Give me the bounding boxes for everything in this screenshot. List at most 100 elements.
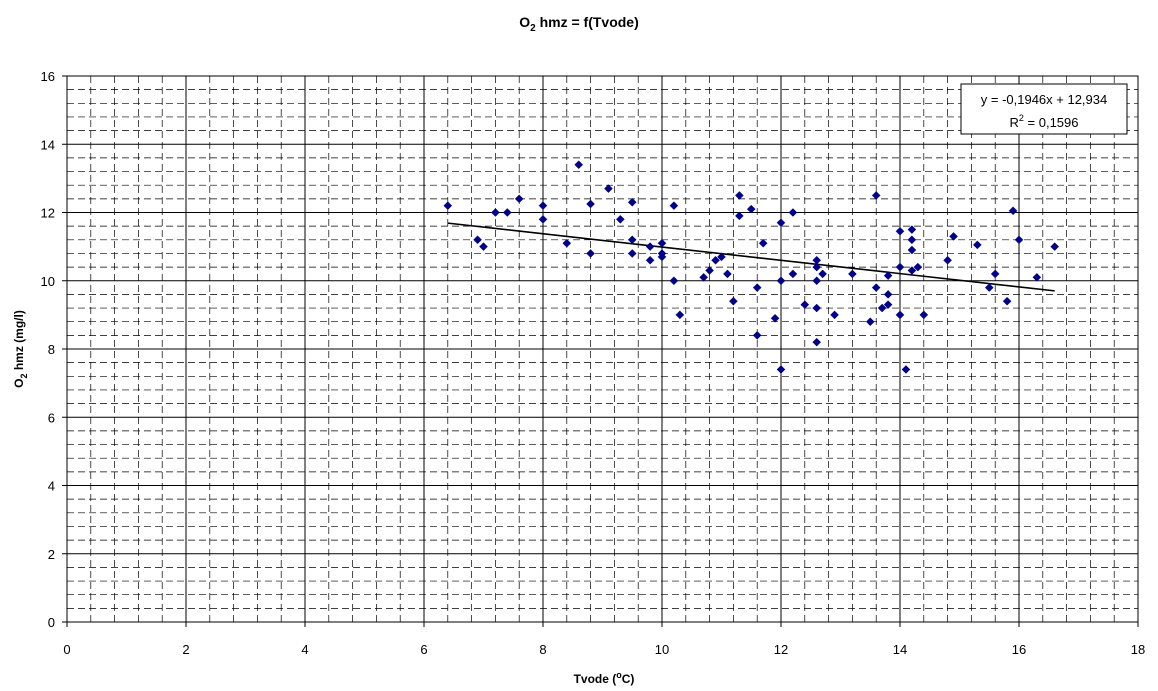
data-points xyxy=(443,160,1060,374)
y-tick-label: 4 xyxy=(48,479,55,494)
x-tick-label: 16 xyxy=(1012,642,1026,657)
data-point xyxy=(865,317,875,327)
x-tick-label: 18 xyxy=(1131,642,1145,657)
y-tick-label: 2 xyxy=(48,547,55,562)
data-point xyxy=(949,232,958,241)
data-point xyxy=(943,255,952,265)
data-point xyxy=(627,235,637,245)
data-point xyxy=(675,310,685,320)
data-point xyxy=(669,201,679,211)
r2-main: R xyxy=(1010,115,1019,130)
data-point xyxy=(729,296,738,306)
xlabel-superscript: o xyxy=(616,670,622,680)
data-point xyxy=(717,252,726,262)
data-point xyxy=(538,214,548,224)
linear-trendline xyxy=(447,222,1055,292)
data-point xyxy=(1032,272,1042,282)
data-point xyxy=(895,226,905,236)
data-point xyxy=(800,300,810,309)
data-point xyxy=(615,214,625,224)
data-point xyxy=(830,310,839,320)
data-point xyxy=(895,310,905,320)
data-point xyxy=(752,330,762,340)
y-axis-label: O2 hmz (mg/l) xyxy=(12,310,29,388)
trendline-layer xyxy=(447,222,1055,292)
data-point xyxy=(657,238,667,248)
data-point xyxy=(746,204,756,214)
data-point xyxy=(705,266,714,275)
x-tick-label: 10 xyxy=(655,642,669,657)
data-point xyxy=(871,191,881,200)
data-point xyxy=(883,290,893,299)
data-point xyxy=(907,225,917,234)
data-point xyxy=(604,184,613,193)
data-point xyxy=(776,365,786,374)
ylabel-subscript: 2 xyxy=(19,373,29,378)
x-tick-label: 14 xyxy=(893,642,907,657)
x-tick-label: 2 xyxy=(182,642,189,657)
r-squared: R2 = 0,1596 xyxy=(1010,113,1079,130)
data-point xyxy=(972,240,982,250)
data-point xyxy=(913,262,923,272)
r2-rest: = 0,1596 xyxy=(1024,115,1079,130)
data-point xyxy=(657,252,667,262)
r2-superscript: 2 xyxy=(1019,113,1024,123)
data-point xyxy=(502,208,512,217)
data-point xyxy=(491,208,500,217)
data-point xyxy=(586,199,595,209)
data-point xyxy=(883,300,893,309)
data-point xyxy=(734,191,744,200)
x-tick-label: 8 xyxy=(539,642,546,657)
title-subscript: 2 xyxy=(530,23,536,34)
data-point xyxy=(752,283,762,292)
y-tick-label: 6 xyxy=(48,410,55,425)
data-point xyxy=(699,272,709,282)
ylabel-main: O xyxy=(12,379,26,388)
trendline-equation-box: y = -0,1946x + 12,934 R2 = 0,1596 xyxy=(960,83,1128,135)
grid xyxy=(66,75,1139,623)
data-point xyxy=(818,269,828,279)
data-point xyxy=(574,160,584,170)
data-point xyxy=(877,303,887,313)
trendline-equation: y = -0,1946x + 12,934 xyxy=(981,92,1107,107)
data-point xyxy=(1014,235,1024,245)
data-point xyxy=(848,269,857,279)
y-tick-label: 10 xyxy=(41,274,55,289)
axis-ticks: 0 2 4 6 8 10 12 14 16 18 0 2 4 6 8 10 12 14 16 xyxy=(41,69,1146,657)
data-point xyxy=(514,194,524,204)
x-tick-label: 0 xyxy=(63,642,70,657)
x-axis-label: Tvode (oC) xyxy=(574,670,635,686)
y-tick-label: 14 xyxy=(41,137,55,152)
data-point xyxy=(479,242,488,251)
data-point xyxy=(586,249,595,258)
xlabel-main: Tvode ( xyxy=(574,672,617,686)
data-point xyxy=(871,283,881,292)
data-point xyxy=(788,208,798,217)
data-point xyxy=(812,262,822,272)
equation-box-frame xyxy=(960,83,1128,135)
data-point xyxy=(443,201,453,211)
data-point xyxy=(627,197,637,207)
y-tick-label: 12 xyxy=(41,206,55,221)
title-main: O xyxy=(519,14,530,30)
y-tick-label: 8 xyxy=(48,342,55,357)
data-point xyxy=(812,303,822,313)
x-tick-label: 12 xyxy=(774,642,788,657)
data-point xyxy=(895,262,905,272)
data-point xyxy=(907,245,917,255)
data-point xyxy=(812,337,822,347)
x-tick-label: 4 xyxy=(301,642,308,657)
data-point xyxy=(883,271,893,280)
ylabel-rest: hmz (mg/l) xyxy=(12,310,26,373)
y-tick-label: 0 xyxy=(48,615,55,630)
data-point xyxy=(919,310,929,320)
data-point xyxy=(776,276,786,286)
data-point xyxy=(562,238,572,248)
data-point xyxy=(901,365,911,374)
data-point xyxy=(711,255,720,265)
data-point xyxy=(907,266,917,275)
xlabel-rest: C) xyxy=(622,672,635,686)
y-tick-label: 16 xyxy=(41,69,55,84)
data-point xyxy=(776,218,786,228)
